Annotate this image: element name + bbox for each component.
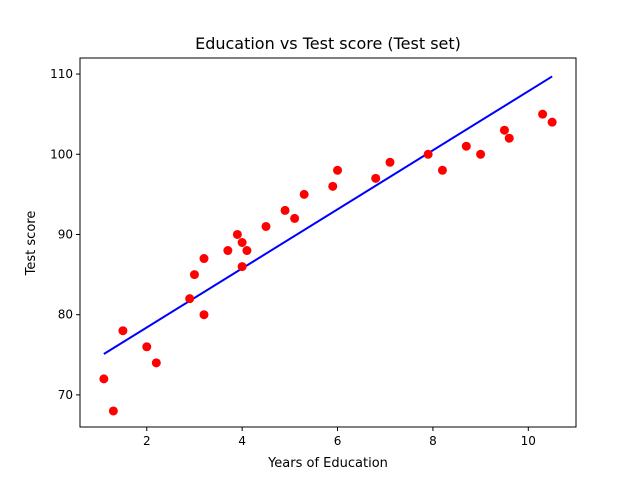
- data-point: [223, 246, 233, 256]
- x-tick-label: 6: [334, 434, 342, 448]
- data-point: [499, 125, 509, 135]
- data-point: [199, 254, 209, 264]
- data-point: [547, 117, 557, 127]
- regression-line-layer: [103, 75, 553, 355]
- data-point: [423, 149, 433, 159]
- data-point: [290, 213, 300, 223]
- data-point: [142, 342, 152, 352]
- data-point: [476, 149, 486, 159]
- data-point: [328, 181, 338, 191]
- y-axis-ticks: 70 80 90 100 110: [50, 67, 80, 402]
- data-point: [199, 310, 209, 320]
- data-point: [333, 165, 343, 175]
- data-point: [108, 406, 118, 416]
- data-point: [504, 133, 514, 143]
- chart-title: Education vs Test score (Test set): [195, 34, 461, 53]
- data-point: [538, 109, 548, 119]
- data-point: [237, 262, 247, 272]
- y-tick-label: 110: [50, 67, 73, 81]
- plot-area: [79, 57, 577, 428]
- x-tick-label: 10: [521, 434, 536, 448]
- y-tick-label: 80: [58, 308, 73, 322]
- data-point: [232, 229, 242, 239]
- data-point: [185, 294, 195, 304]
- data-point: [118, 326, 128, 336]
- data-point: [371, 173, 381, 183]
- x-axis-label: Years of Education: [267, 456, 388, 471]
- data-point: [99, 374, 109, 384]
- data-point: [189, 270, 199, 280]
- y-tick-label: 70: [58, 388, 73, 402]
- x-tick-label: 2: [143, 434, 151, 448]
- regression-line: [103, 75, 553, 355]
- data-point: [261, 221, 271, 231]
- data-points-layer: [99, 109, 557, 416]
- data-point: [151, 358, 161, 368]
- y-tick-label: 90: [58, 227, 73, 241]
- y-tick-label: 100: [50, 147, 73, 161]
- data-point: [237, 238, 247, 247]
- x-axis-ticks: 2 4 6 8 10: [143, 427, 536, 448]
- x-tick-label: 8: [429, 434, 437, 448]
- data-point: [299, 189, 309, 199]
- data-point: [461, 141, 471, 151]
- data-point: [437, 165, 447, 175]
- y-axis-label: Test score: [24, 211, 39, 277]
- data-point: [385, 157, 395, 167]
- data-point: [242, 246, 252, 256]
- data-point: [280, 205, 290, 215]
- x-tick-label: 4: [238, 434, 246, 448]
